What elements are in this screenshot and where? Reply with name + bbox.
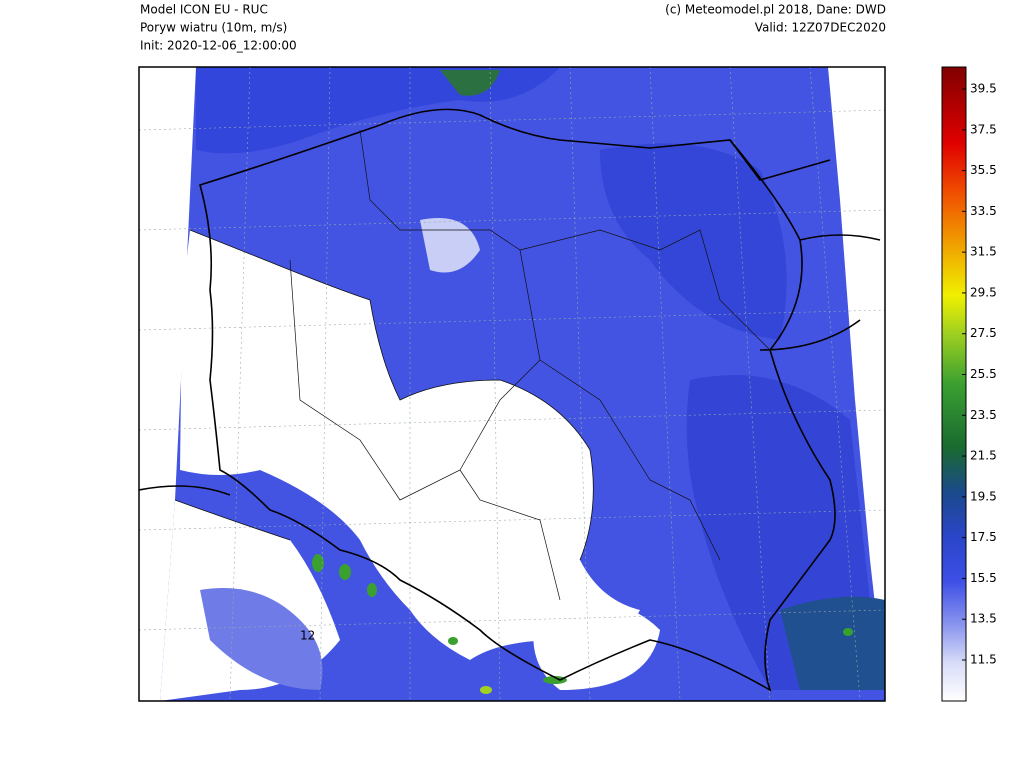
header-init: Init: 2020-12-06_12:00:00 <box>140 39 297 53</box>
colorbar-tick-label: 17.5 <box>970 530 997 544</box>
map: 12 <box>139 67 885 701</box>
gust-spot <box>448 637 458 645</box>
gust-spot <box>312 554 324 572</box>
header-variable: Poryw wiatru (10m, m/s) <box>140 21 287 35</box>
colorbar-tick-label: 25.5 <box>970 367 997 381</box>
map-frame <box>138 66 886 702</box>
colorbar-tick-label: 11.5 <box>970 653 997 667</box>
colorbar-tick-label: 39.5 <box>970 82 997 96</box>
wind-field-light <box>420 218 480 273</box>
calm-area <box>533 598 660 690</box>
region-border <box>289 129 771 601</box>
colorbar-tick-label: 13.5 <box>970 612 997 626</box>
gust-spot <box>367 583 377 597</box>
colorbar-tick-label: 29.5 <box>970 285 997 299</box>
calm-area <box>180 230 640 660</box>
colorbar-tick-label: 21.5 <box>970 449 997 463</box>
neighbour-border <box>139 139 881 496</box>
colorbar-tick-label: 33.5 <box>970 204 997 218</box>
colorbar <box>941 66 967 702</box>
colorbar-tick-label: 35.5 <box>970 163 997 177</box>
header-valid: Valid: 12Z07DEC2020 <box>755 21 886 35</box>
gust-spot <box>480 686 492 694</box>
gust-spot <box>543 676 567 684</box>
colorbar-tick-label: 15.5 <box>970 571 997 585</box>
country-border <box>199 108 836 692</box>
header-source: (c) Meteomodel.pl 2018, Dane: DWD <box>665 3 886 17</box>
colorbar-tick-label: 19.5 <box>970 489 997 503</box>
contour-label: 12 <box>300 629 315 643</box>
gust-spot <box>339 564 351 580</box>
wind-field-green <box>440 70 500 96</box>
wind-field-strong <box>600 143 787 340</box>
wind-field-dark <box>780 596 885 690</box>
colorbar-tick-label: 31.5 <box>970 245 997 259</box>
header-model: Model ICON EU - RUC <box>140 3 268 17</box>
colorbar-tick-label: 27.5 <box>970 326 997 340</box>
contour-line <box>174 229 594 561</box>
colorbar-tick-label: 37.5 <box>970 122 997 136</box>
wind-field-light <box>200 588 323 690</box>
colorbar-tick-label: 23.5 <box>970 408 997 422</box>
gust-spot <box>843 628 853 636</box>
